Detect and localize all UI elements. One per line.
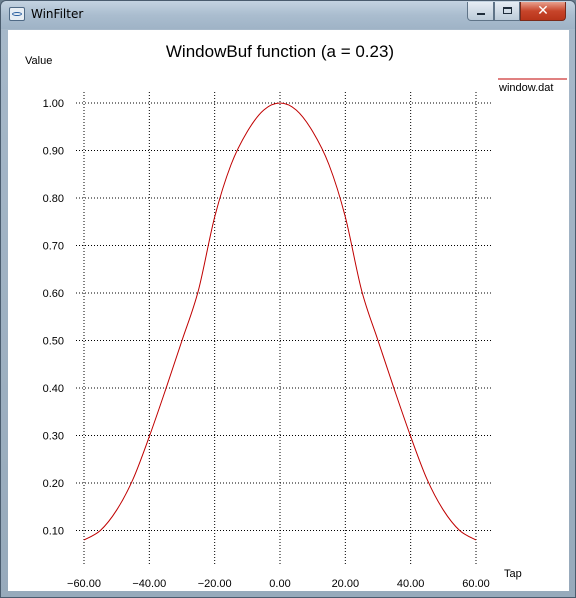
y-axis-label: Value xyxy=(25,55,52,67)
close-icon: ✕ xyxy=(537,3,549,19)
minimize-icon xyxy=(468,2,493,20)
y-tick-label: 0.60 xyxy=(43,288,64,300)
chart-title: WindowBuf function (a = 0.23) xyxy=(166,42,394,61)
minimize-button[interactable] xyxy=(467,2,494,21)
y-tick-label: 0.20 xyxy=(43,478,64,490)
y-tick-label: 0.80 xyxy=(43,193,64,205)
y-tick-label: 0.90 xyxy=(43,146,64,158)
x-tick-label: 20.00 xyxy=(332,578,360,590)
legend-entry-window-dat: window.dat xyxy=(498,82,553,94)
x-tick-label: −60.00 xyxy=(67,578,101,590)
app-icon[interactable] xyxy=(9,7,25,21)
maximize-button[interactable] xyxy=(494,2,520,21)
series-line-0 xyxy=(83,102,477,541)
grid-lines xyxy=(76,92,493,564)
window-function-chart: 1.00 0.90 0.80 0.70 0.60 0.50 0.40 0.30 0.20 0.10… xyxy=(25,42,567,590)
plot-area: 1.00 0.90 0.80 0.70 0.60 0.50 0.40 0.30 0.20 0.10… xyxy=(8,30,569,591)
x-tick-label: 0.00 xyxy=(269,578,290,590)
y-tick-label: 0.50 xyxy=(43,336,64,348)
window-title: WinFilter xyxy=(31,7,84,21)
y-tick-labels: 1.00 0.90 0.80 0.70 0.60 0.50 0.40 0.30 0.20 0.10 xyxy=(43,98,64,538)
y-tick-label: 0.70 xyxy=(43,241,64,253)
title-bar[interactable]: WinFilter ✕ xyxy=(1,1,575,29)
x-tick-label: −20.00 xyxy=(198,578,232,590)
series-group xyxy=(83,102,477,541)
x-tick-label: 60.00 xyxy=(462,578,490,590)
x-axis-label: Tap xyxy=(504,568,522,580)
y-tick-label: 0.10 xyxy=(43,526,64,538)
y-tick-label: 0.30 xyxy=(43,431,64,443)
maximize-icon xyxy=(495,2,519,20)
close-button[interactable]: ✕ xyxy=(520,2,566,21)
x-tick-label: −40.00 xyxy=(132,578,166,590)
y-tick-label: 0.40 xyxy=(43,383,64,395)
x-tick-label: 40.00 xyxy=(397,578,425,590)
x-tick-labels: −60.00 −40.00 −20.00 0.00 20.00 40.00 60.00 xyxy=(67,578,490,590)
y-tick-label: 1.00 xyxy=(43,98,64,110)
